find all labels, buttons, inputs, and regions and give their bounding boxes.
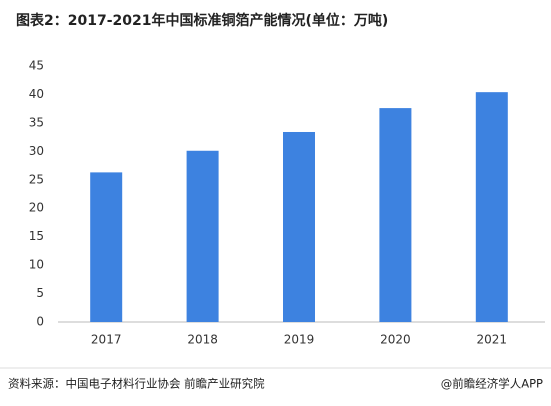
bar <box>379 108 412 322</box>
bar <box>283 131 315 322</box>
bar <box>186 150 219 322</box>
x-tick-label: 2018 <box>187 333 218 347</box>
source: 资料来源：中国电子材料行业协会 前瞻产业研究院 <box>8 377 265 391</box>
bar <box>90 172 123 322</box>
y-tick-label: 40 <box>29 87 44 101</box>
x-tick-label: 2017 <box>91 333 122 347</box>
y-tick-label: 0 <box>36 315 44 329</box>
y-tick-label: 5 <box>36 286 44 300</box>
credit: @前瞻经济学人APP <box>441 377 543 391</box>
y-tick-label: 20 <box>29 201 44 215</box>
bar <box>475 92 508 323</box>
y-tick-label: 15 <box>29 229 44 243</box>
y-tick-label: 30 <box>29 144 44 158</box>
y-tick-label: 25 <box>29 172 44 186</box>
x-tick-label: 2020 <box>380 333 411 347</box>
x-tick-label: 2019 <box>284 333 315 347</box>
y-tick-label: 35 <box>29 115 44 129</box>
y-tick-label: 10 <box>29 258 44 272</box>
y-tick-label: 45 <box>29 59 44 73</box>
chart-title: 图表2：2017-2021年中国标准铜箔产能情况(单位：万吨) <box>16 12 388 29</box>
x-tick-label: 2021 <box>477 333 508 347</box>
